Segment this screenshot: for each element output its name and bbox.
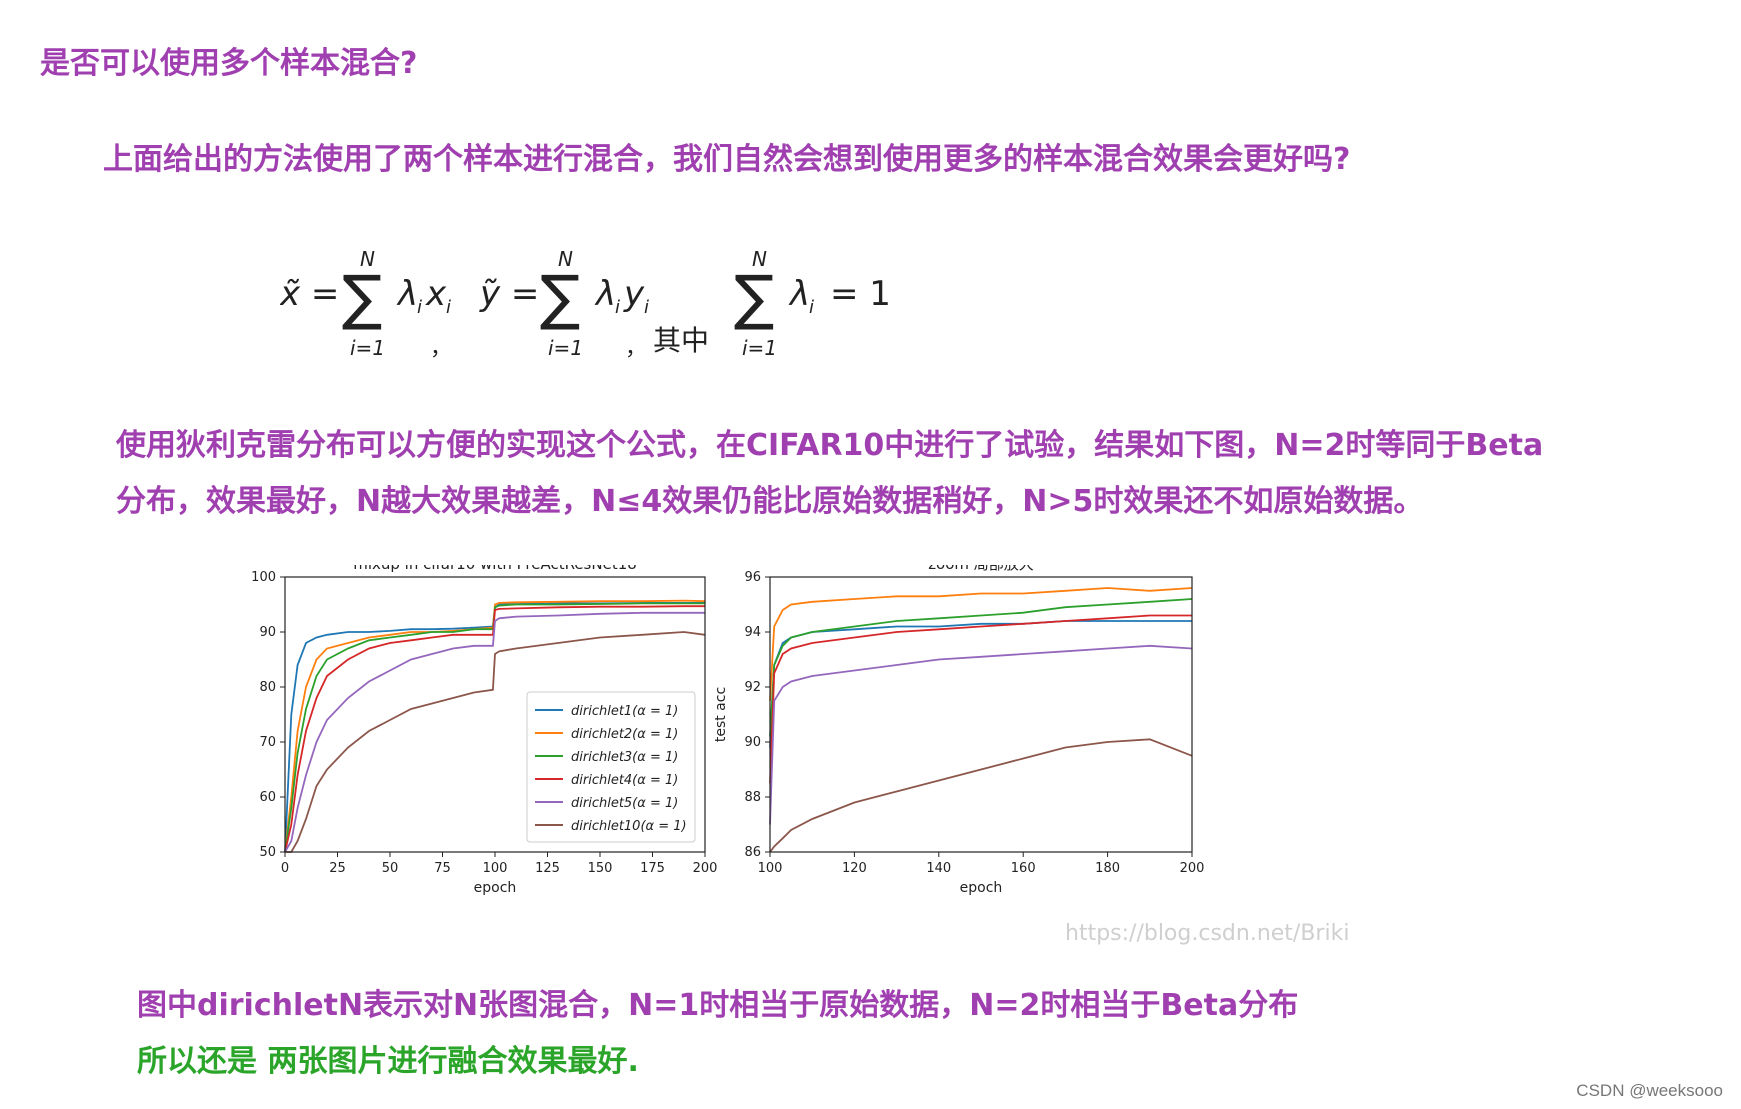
y-tick-label: 88 [744, 790, 761, 805]
plot-frame [769, 576, 1193, 853]
y-tick-label: 90 [744, 735, 761, 750]
legend-box [526, 691, 696, 843]
x-axis-label: epoch [960, 880, 1003, 896]
x-tick-label: 150 [588, 861, 613, 876]
chart-title: mixup in cifar10 with PreActResNet18 [353, 565, 637, 573]
x-tick-label: 100 [758, 861, 783, 876]
y-tick-label: 60 [259, 790, 276, 805]
y-tick-label: 86 [744, 845, 761, 860]
comma-2: ， [625, 336, 647, 361]
x-tick-label: 160 [1011, 861, 1036, 876]
series-line-d3 [769, 598, 1193, 737]
series-line-d3 [284, 602, 705, 853]
y-tick-label: 80 [259, 680, 276, 695]
legend-label: dirichlet4(α = 1) [571, 773, 678, 788]
sum-upper-1: N [360, 247, 375, 271]
formula-lhs2: ỹ = [479, 274, 539, 314]
y-axis-label: test acc [713, 687, 729, 742]
x-tick-label: 50 [382, 861, 399, 876]
x-tick-label: 25 [329, 861, 346, 876]
chart-watermark: https://blog.csdn.net/Brikie [1065, 921, 1350, 946]
caption-line-1: 图中dirichletN表示对N张图混合，N=1时相当于原始数据，N=2时相当于… [137, 988, 1299, 1023]
series-line-d2 [769, 587, 1193, 701]
x-axis-label: epoch [474, 880, 517, 896]
page-heading: 是否可以使用多个样本混合? [40, 46, 418, 81]
sum-upper-3: N [752, 247, 767, 271]
caption-line-2: 所以还是 两张图片进行融合效果最好. [137, 1044, 639, 1079]
sum-symbol-3: ∑ [734, 263, 774, 333]
x-tick-label: 200 [1180, 861, 1205, 876]
sum-lower-1: i=1 [350, 336, 385, 360]
experiment-paragraph: 使用狄利克雷分布可以方便的实现这个公式，在CIFAR10中进行了试验，结果如下图… [116, 418, 1543, 530]
chart-full: mixup in cifar10 with PreActResNet18 0 25 5… [251, 565, 718, 896]
where-label: 其中 [653, 324, 709, 357]
sum-lower-3: i=1 [742, 336, 777, 360]
x-tick-label: 125 [535, 861, 560, 876]
sum-symbol-1: ∑ [342, 263, 382, 333]
y-tick-label: 94 [744, 625, 761, 640]
y-sub: i [644, 297, 649, 318]
x-sub: i [446, 297, 451, 318]
y-tick-label: 50 [259, 845, 276, 860]
legend-label: dirichlet2(α = 1) [571, 727, 678, 742]
series-line-d5 [769, 644, 1193, 825]
x-tick-label: 0 [281, 861, 289, 876]
lambda-2: λ [594, 274, 616, 314]
series-line-d1 [769, 620, 1192, 748]
lambda-sub-1: i [417, 297, 422, 318]
series-line-d10 [285, 631, 706, 853]
mixing-formula: x̃ = N ∑ i=1 λ i x i ， ỹ = N ∑ i=1 λ i y… [280, 247, 891, 361]
legend-label: dirichlet10(α = 1) [571, 819, 687, 834]
x-tick-label: 200 [693, 861, 718, 876]
series-line-d4 [769, 614, 1192, 784]
lambda-sub-2: i [615, 297, 620, 318]
lambda-1: λ [396, 274, 418, 314]
legend-label: dirichlet5(α = 1) [571, 796, 678, 811]
intro-paragraph: 上面给出的方法使用了两个样本进行混合，我们自然会想到使用更多的样本混合效果会更好… [103, 142, 1351, 177]
csdn-watermark: CSDN @weeksooo [1576, 1081, 1723, 1100]
sum-symbol-2: ∑ [540, 263, 580, 333]
legend-label: dirichlet3(α = 1) [571, 750, 678, 765]
chart-title: zoom 局部放大 [928, 565, 1034, 573]
chart-zoom: zoom 局部放大 100 120 140 160 180 200 86 88 90 92 94 96 e… [713, 565, 1204, 896]
experiment-line-2: 分布，效果最好，N越大效果越差，N≤4效果仍能比原始数据稍好，N>5时效果还不如… [116, 484, 1424, 519]
series-line-d4 [284, 605, 705, 853]
formula-lhs1: x̃ = [280, 274, 339, 314]
x-tick-label: 180 [1095, 861, 1120, 876]
results-charts: mixup in cifar10 with PreActResNet18 0 25 5… [251, 565, 1350, 946]
x-var: x [425, 274, 447, 314]
x-tick-label: 120 [842, 861, 867, 876]
formula-rhs3: = 1 [830, 274, 891, 314]
comma-1: ， [430, 336, 452, 361]
y-tick-label: 70 [259, 735, 276, 750]
sum-upper-2: N [558, 247, 573, 271]
y-var: y [623, 274, 645, 314]
x-tick-label: 175 [640, 861, 665, 876]
legend-label: dirichlet1(α = 1) [571, 704, 678, 719]
experiment-line-1: 使用狄利克雷分布可以方便的实现这个公式，在CIFAR10中进行了试验，结果如下图… [116, 428, 1544, 463]
lambda-sub-3: i [809, 297, 814, 318]
x-tick-label: 100 [483, 861, 508, 876]
y-tick-label: 96 [744, 570, 761, 585]
y-tick-label: 100 [251, 570, 276, 585]
series-line-d10 [769, 738, 1193, 853]
sum-lower-2: i=1 [548, 336, 583, 360]
lambda-3: λ [788, 274, 810, 314]
x-tick-label: 75 [434, 861, 451, 876]
y-tick-label: 90 [259, 625, 276, 640]
x-tick-label: 140 [926, 861, 951, 876]
series-line-d5 [284, 611, 705, 853]
y-tick-label: 92 [744, 680, 761, 695]
